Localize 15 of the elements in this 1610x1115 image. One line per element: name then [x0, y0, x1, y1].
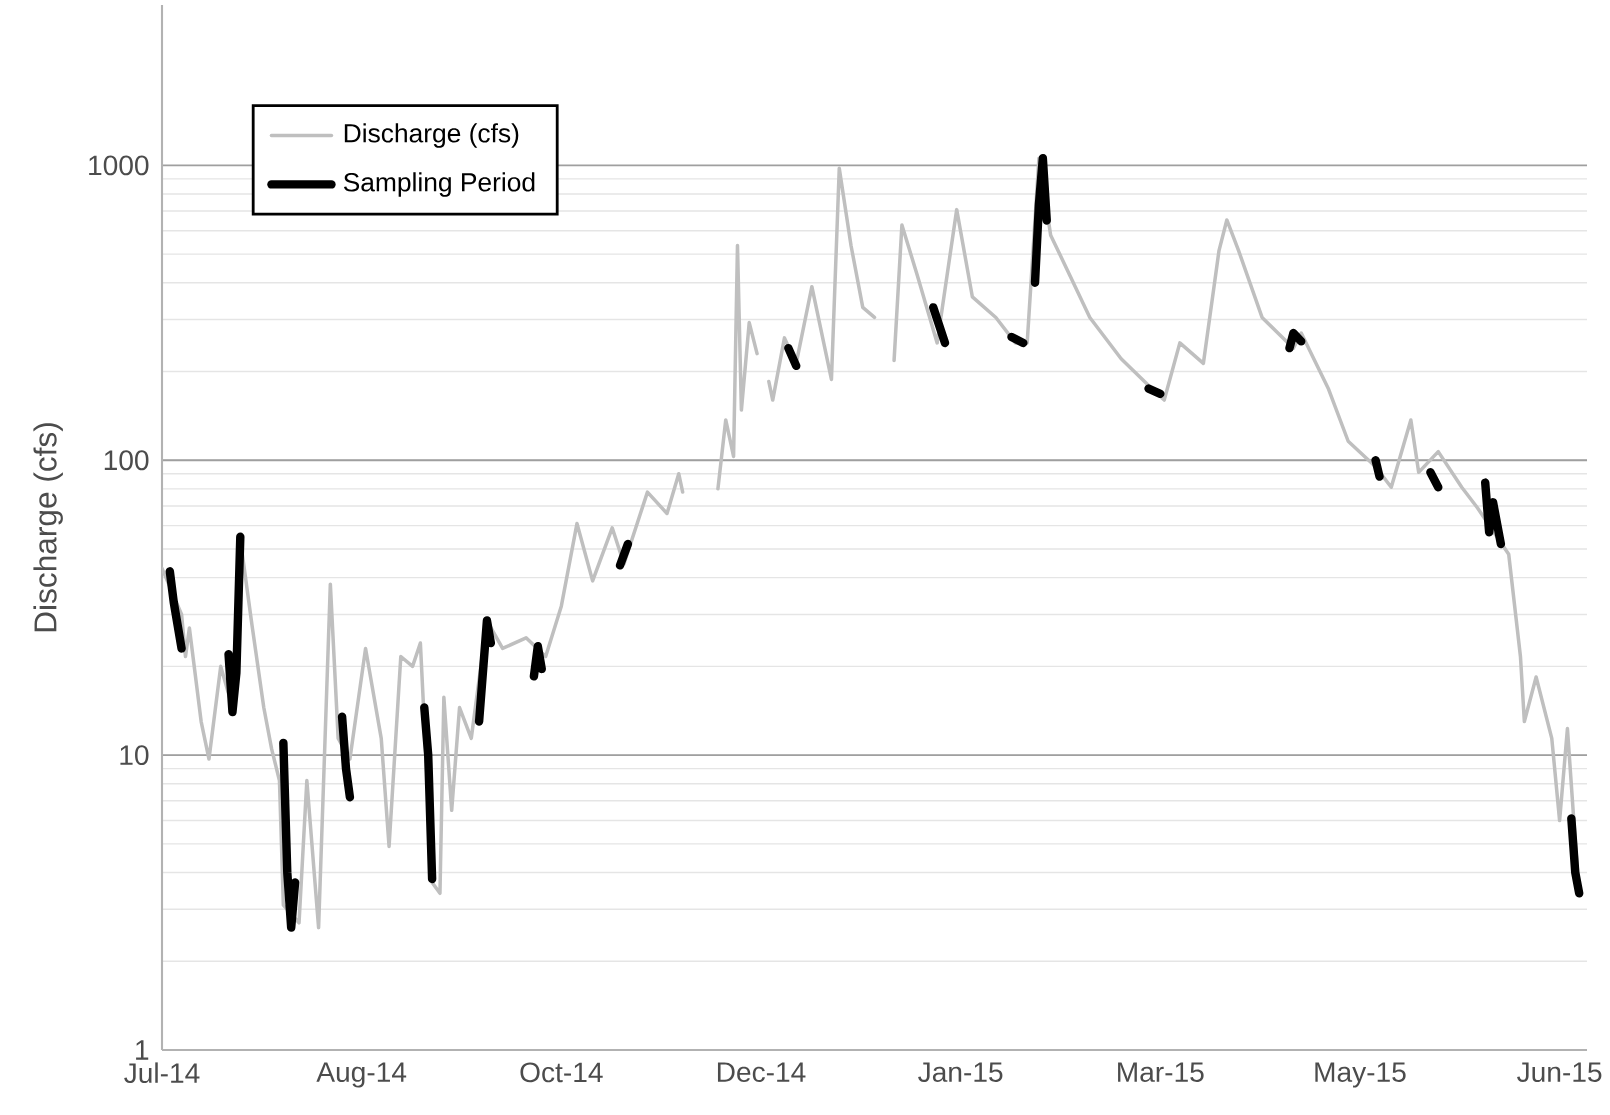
x-tick-label: Oct-14: [520, 1062, 603, 1083]
x-tick-label: Aug-14: [316, 1062, 407, 1088]
y-axis-title: Discharge (cfs): [33, 423, 63, 632]
x-tick-label: Jun-15: [1517, 1062, 1602, 1083]
y-tick-label: 100: [104, 450, 149, 471]
y-tick-label: 10: [120, 745, 149, 766]
legend-label: Sampling Period: [343, 172, 535, 197]
x-tick-label: Jul-14: [124, 1062, 200, 1084]
y-tick-label: 1000: [89, 155, 149, 176]
x-tick-label: Mar-15: [1118, 1062, 1204, 1083]
legend-label: Discharge (cfs): [344, 123, 519, 148]
x-tick-label: May-15: [1315, 1062, 1406, 1088]
x-tick-label: Dec-14: [717, 1062, 806, 1083]
x-tick-label: Jan-15: [918, 1062, 1003, 1083]
y-tick-label: 1: [136, 1040, 149, 1060]
